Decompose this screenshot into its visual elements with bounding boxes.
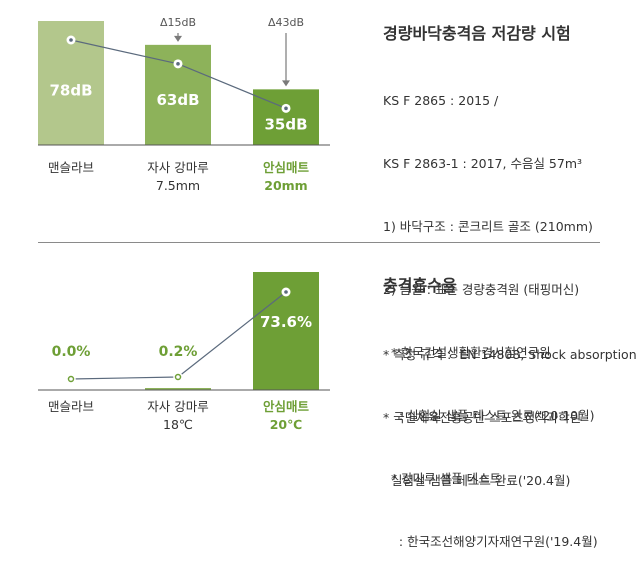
note-line: * 측정 규격 : EN 14808, Shock absorption <box>383 347 637 362</box>
data-label: 35dB <box>264 115 307 133</box>
shock-absorption-title: 충격흡수율 <box>383 276 457 295</box>
note-line: KS F 2863-1 : 2017, 수음실 57m³ <box>383 156 583 171</box>
delta-annotation: Δ43dB <box>268 16 304 29</box>
bar <box>145 388 211 390</box>
data-label: 73.6% <box>260 313 312 331</box>
data-label: 78dB <box>49 81 92 99</box>
note-line: 실험실 샘플 테스트 완료('20.4월) <box>383 473 571 488</box>
note-line: : 실험실 샘플 테스트 완료('20.10월) <box>383 408 595 423</box>
section-divider <box>38 242 600 243</box>
data-point-center <box>69 38 73 42</box>
category-label: 20℃ <box>270 417 303 432</box>
delta-arrowhead <box>174 35 182 42</box>
data-label: 63dB <box>156 91 199 109</box>
category-label: 7.5mm <box>156 178 200 193</box>
note-line: * 한국건설생활환경시험연구원 <box>383 345 551 360</box>
category-label: 맨슬라브 <box>48 399 94 414</box>
note-line: * 국민체육진흥공단 스포츠정책과학원 <box>383 410 582 425</box>
category-label: 20mm <box>264 178 307 193</box>
shock-absorption-notes: * 측정 규격 : EN 14808, Shock absorption * 국… <box>383 302 637 512</box>
category-label: 안심매트 <box>263 160 310 175</box>
data-label: 0.2% <box>159 344 198 360</box>
data-point-center <box>284 290 288 294</box>
note-line: 2) 음원 : 표준 경량충격원 (태핑머신) <box>383 282 580 297</box>
bar <box>253 89 319 145</box>
note-line: : 한국조선해양기자재연구원('19.4월) <box>383 534 598 549</box>
category-label: 자사 강마루 <box>147 399 208 414</box>
data-point-center <box>284 106 288 111</box>
impact-sound-title: 경량바닥충격음 저감량 시험 <box>383 24 571 43</box>
data-point-center <box>176 62 180 66</box>
data-point-center <box>69 377 73 381</box>
note-line: 1) 바닥구조 : 콘크리트 골조 (210mm) <box>383 219 593 234</box>
data-label: 0.0% <box>52 344 91 360</box>
category-label: 맨슬라브 <box>48 160 94 175</box>
category-label: 자사 강마루 <box>147 160 208 175</box>
category-label: 18℃ <box>163 417 193 432</box>
category-label: 안심매트 <box>263 399 310 414</box>
delta-annotation: Δ15dB <box>160 16 196 29</box>
delta-arrowhead <box>282 80 290 87</box>
note-line: KS F 2865 : 2015 / <box>383 93 499 108</box>
data-point-center <box>176 375 180 379</box>
